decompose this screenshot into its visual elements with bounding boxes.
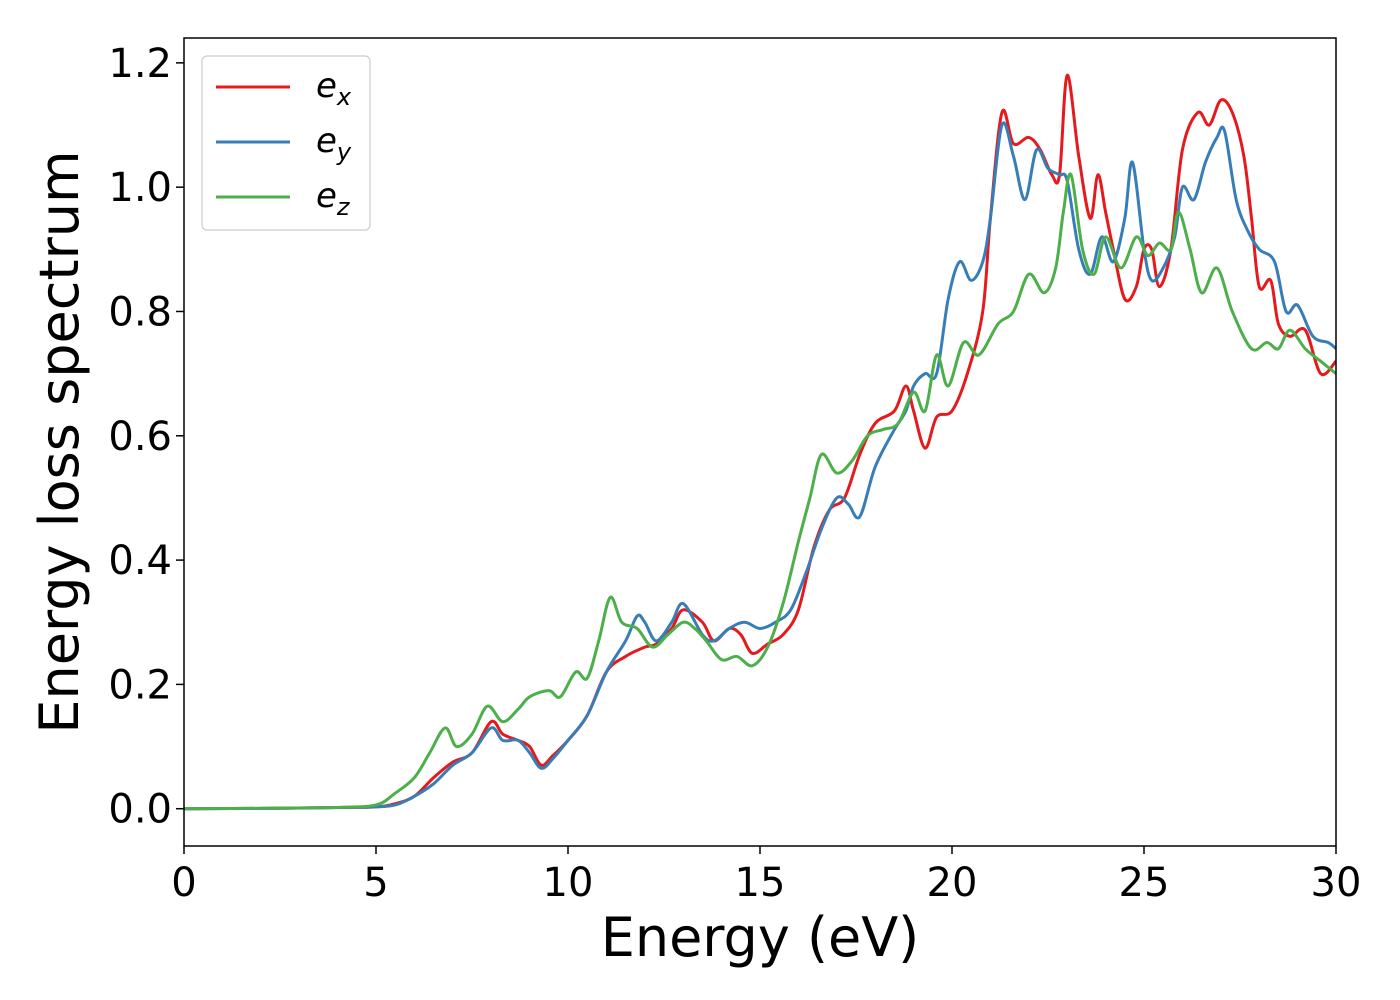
- legend: ex ey ez: [201, 55, 371, 231]
- series-line-ex: [184, 73, 1336, 811]
- y-tick-label: 0.4: [108, 538, 172, 584]
- y-axis-ticks: 0.0 0.2 0.4 0.6 0.8 1.0 1.2: [108, 41, 184, 833]
- legend-label-ey: ey: [316, 121, 352, 166]
- legend-label-ex: ex: [316, 66, 352, 111]
- y-tick-label: 0.6: [108, 414, 172, 460]
- x-tick-label: 5: [363, 860, 388, 906]
- series-line-ez: [184, 172, 1336, 811]
- y-tick-label: 0.2: [108, 662, 172, 708]
- x-axis-label: Energy (eV): [601, 906, 920, 969]
- x-axis-ticks: 0 5 10 15 20 25 30: [171, 846, 1361, 906]
- x-tick-label: 10: [543, 860, 594, 906]
- y-axis-label: Energy loss spectrum: [28, 150, 91, 733]
- series-layer: [184, 73, 1336, 811]
- x-tick-label: 30: [1311, 860, 1362, 906]
- x-tick-label: 0: [171, 860, 196, 906]
- y-tick-label: 0.0: [108, 787, 172, 833]
- x-tick-label: 25: [1119, 860, 1170, 906]
- series-line-ey: [184, 121, 1336, 811]
- x-tick-label: 20: [927, 860, 978, 906]
- x-tick-label: 15: [735, 860, 786, 906]
- legend-label-ez: ez: [316, 176, 351, 221]
- y-tick-label: 1.2: [108, 41, 172, 87]
- y-tick-label: 0.8: [108, 289, 172, 335]
- y-tick-label: 1.0: [108, 165, 172, 211]
- plot-background: [184, 38, 1336, 846]
